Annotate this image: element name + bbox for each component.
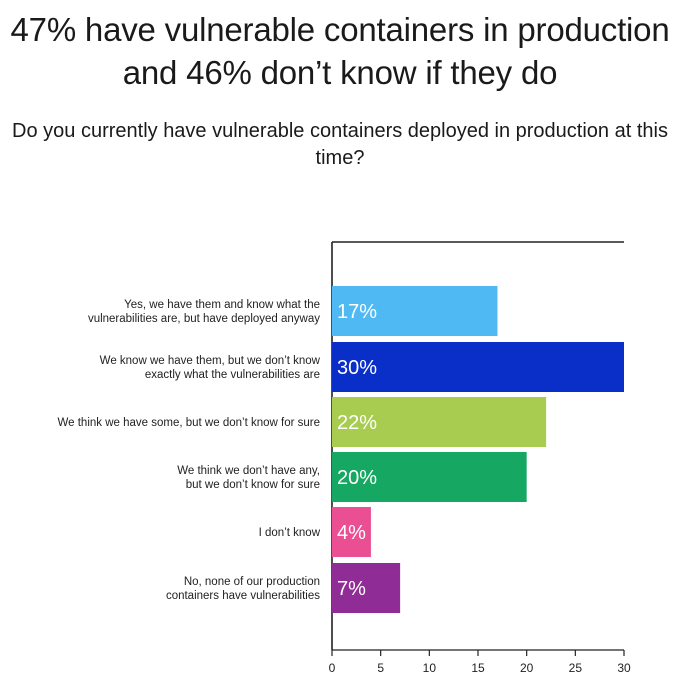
category-label-1-0: We know we have them, but we don’t know — [100, 355, 321, 367]
bar-3 — [332, 452, 527, 502]
category-label-0-0: Yes, we have them and know what the — [124, 299, 320, 311]
category-label-5-1: containers have vulnerabilities — [166, 590, 320, 602]
bar-0 — [332, 286, 498, 336]
x-tick-label-5: 25 — [569, 661, 583, 675]
category-label-3-1: but we don’t know for sure — [186, 479, 320, 491]
bar-1 — [332, 342, 624, 392]
category-label-3-0: We think we don’t have any, — [177, 465, 320, 477]
bar-2 — [332, 397, 547, 447]
bar-5 — [332, 563, 401, 613]
chart-title: 47% have vulnerable containers in produc… — [10, 11, 670, 91]
bar-value-label-2: 22% — [337, 412, 377, 434]
x-tick-label-1: 5 — [377, 661, 384, 675]
x-tick-label-6: 30 — [617, 661, 631, 675]
bar-value-label-1: 30% — [337, 357, 377, 379]
category-label-1-1: exactly what the vulnerabilities are — [145, 369, 320, 381]
x-tick-label-4: 20 — [520, 661, 534, 675]
bar-value-label-0: 17% — [337, 301, 377, 323]
x-tick-label-3: 15 — [471, 661, 485, 675]
x-tick-label-2: 10 — [423, 661, 437, 675]
bar-4 — [332, 507, 371, 557]
bar-value-label-4: 4% — [337, 522, 366, 544]
x-tick-label-0: 0 — [329, 661, 336, 675]
category-label-4-0: I don’t know — [259, 527, 321, 539]
category-label-2-0: We think we have some, but we don’t know… — [57, 417, 320, 429]
category-label-5-0: No, none of our production — [184, 576, 320, 588]
bar-value-label-3: 20% — [337, 467, 377, 489]
category-label-0-1: vulnerabilities are, but have deployed a… — [88, 313, 320, 325]
bar-value-label-5: 7% — [337, 578, 366, 600]
chart-subtitle: Do you currently have vulnerable contain… — [12, 120, 668, 169]
